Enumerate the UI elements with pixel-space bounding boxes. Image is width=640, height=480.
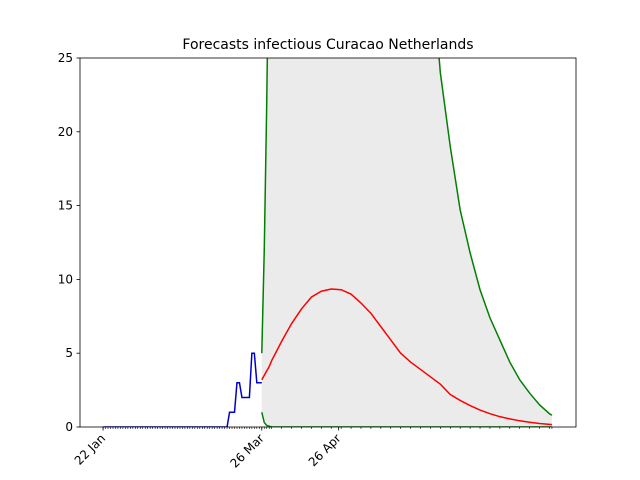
x-tick-label: 26 Apr [306, 431, 344, 469]
series-line [103, 352, 262, 427]
y-tick-label: 10 [58, 272, 73, 286]
series-line [261, 288, 553, 426]
y-tick-label: 25 [58, 51, 73, 65]
y-tick-label: 5 [65, 346, 73, 360]
plot-frame [79, 57, 577, 428]
forecast-band [261, 58, 552, 427]
series-line [261, 58, 553, 416]
x-tick-label: 22 Jan [72, 431, 108, 467]
y-tick-label: 15 [58, 199, 73, 213]
plot-area [103, 58, 553, 427]
x-tick-label: 26 Mar [227, 431, 266, 470]
y-tick-label: 20 [58, 125, 73, 139]
y-tick-label: 0 [65, 420, 73, 434]
chart-title: Forecasts infectious Curacao Netherlands [182, 37, 473, 53]
